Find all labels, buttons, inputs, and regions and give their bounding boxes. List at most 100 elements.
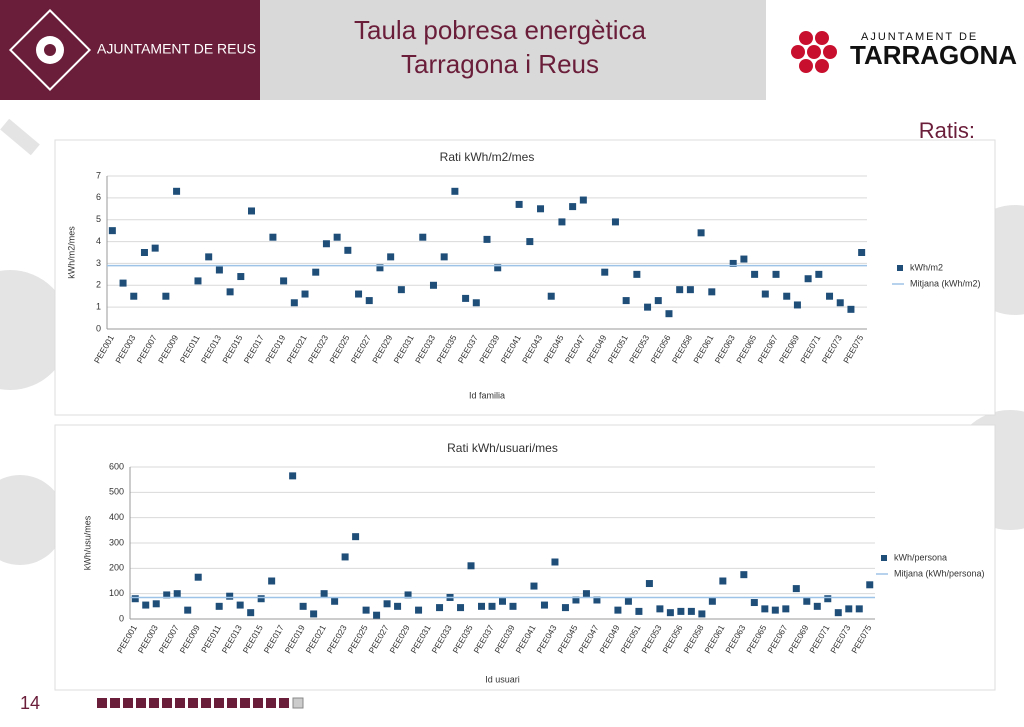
logo-mark (791, 31, 837, 73)
point (815, 270, 823, 278)
legend-swatch (897, 265, 903, 271)
point (526, 238, 534, 246)
point (624, 597, 632, 605)
point (847, 305, 855, 313)
point (333, 233, 341, 241)
point (301, 290, 309, 298)
point (268, 577, 276, 585)
point (457, 604, 465, 612)
point (579, 196, 587, 204)
point (429, 281, 437, 289)
point (708, 288, 716, 296)
point (472, 299, 480, 307)
point (645, 580, 653, 588)
chart-title: Rati kWh/usuari/mes (447, 441, 558, 455)
x-axis-label: Id usuari (485, 674, 520, 684)
header-left: AJUNTAMENT DE REUS (0, 0, 260, 100)
y-tick-label: 100 (109, 588, 124, 598)
point (344, 246, 352, 254)
point (142, 601, 150, 609)
y-tick-label: 1 (96, 302, 101, 312)
point (131, 595, 139, 603)
x-axis-label: Id familia (469, 390, 505, 400)
point (478, 602, 486, 610)
point (467, 562, 475, 570)
point (761, 290, 769, 298)
point (419, 233, 427, 241)
point (509, 602, 517, 610)
y-tick-label: 0 (119, 613, 124, 623)
point (108, 227, 116, 235)
point (215, 602, 223, 610)
tarragona-logo: AJUNTAMENT DE TARRAGONA (791, 31, 1017, 73)
point (611, 218, 619, 226)
point (289, 472, 297, 480)
point (834, 609, 842, 617)
title-box: Taula pobresa energètica Tarragona i Reu… (354, 15, 647, 79)
point (601, 268, 609, 276)
point (205, 253, 213, 261)
point (771, 606, 779, 614)
point (635, 607, 643, 615)
y-tick-label: 5 (96, 214, 101, 224)
point (462, 294, 470, 302)
point (162, 292, 170, 300)
y-tick-label: 4 (96, 236, 101, 246)
point (572, 596, 580, 604)
point (804, 275, 812, 283)
y-tick-label: 7 (96, 170, 101, 180)
point (845, 605, 853, 613)
point (299, 602, 307, 610)
point (740, 255, 748, 263)
point (740, 571, 748, 579)
point (656, 605, 664, 613)
point (826, 292, 834, 300)
point (698, 610, 706, 618)
title-line: Tarragona i Reus (401, 49, 599, 79)
point (312, 268, 320, 276)
y-tick-label: 400 (109, 512, 124, 522)
point (163, 591, 171, 599)
point (676, 286, 684, 294)
point (761, 605, 769, 613)
point (373, 611, 381, 619)
point (614, 606, 622, 614)
point (226, 288, 234, 296)
legend-label: Mitjana (kWh/persona) (894, 568, 985, 578)
point (719, 577, 727, 585)
point (119, 279, 127, 287)
point (593, 596, 601, 604)
point (152, 600, 160, 608)
point (561, 604, 569, 612)
point (824, 595, 832, 603)
point (677, 607, 685, 615)
y-axis-label: kWh/m2/mes (66, 226, 76, 279)
point (697, 229, 705, 237)
point (866, 581, 874, 589)
point (483, 235, 491, 243)
progress (97, 697, 304, 709)
point (236, 601, 244, 609)
y-tick-label: 300 (109, 537, 124, 547)
point (836, 299, 844, 307)
point (215, 266, 223, 274)
point (269, 233, 277, 241)
y-tick-label: 2 (96, 280, 101, 290)
point (376, 264, 384, 272)
page-number: 14 (20, 693, 40, 713)
y-tick-label: 0 (96, 323, 101, 333)
point (383, 600, 391, 608)
point (783, 292, 791, 300)
logo-diamond (8, 8, 92, 92)
point (582, 590, 590, 598)
point (257, 595, 265, 603)
point (644, 303, 652, 311)
legend-label: Mitjana (kWh/m2) (910, 278, 981, 288)
point (687, 607, 695, 615)
point (290, 299, 298, 307)
point (451, 187, 459, 195)
chart-title: Rati kWh/m2/mes (440, 150, 535, 164)
point (151, 244, 159, 252)
